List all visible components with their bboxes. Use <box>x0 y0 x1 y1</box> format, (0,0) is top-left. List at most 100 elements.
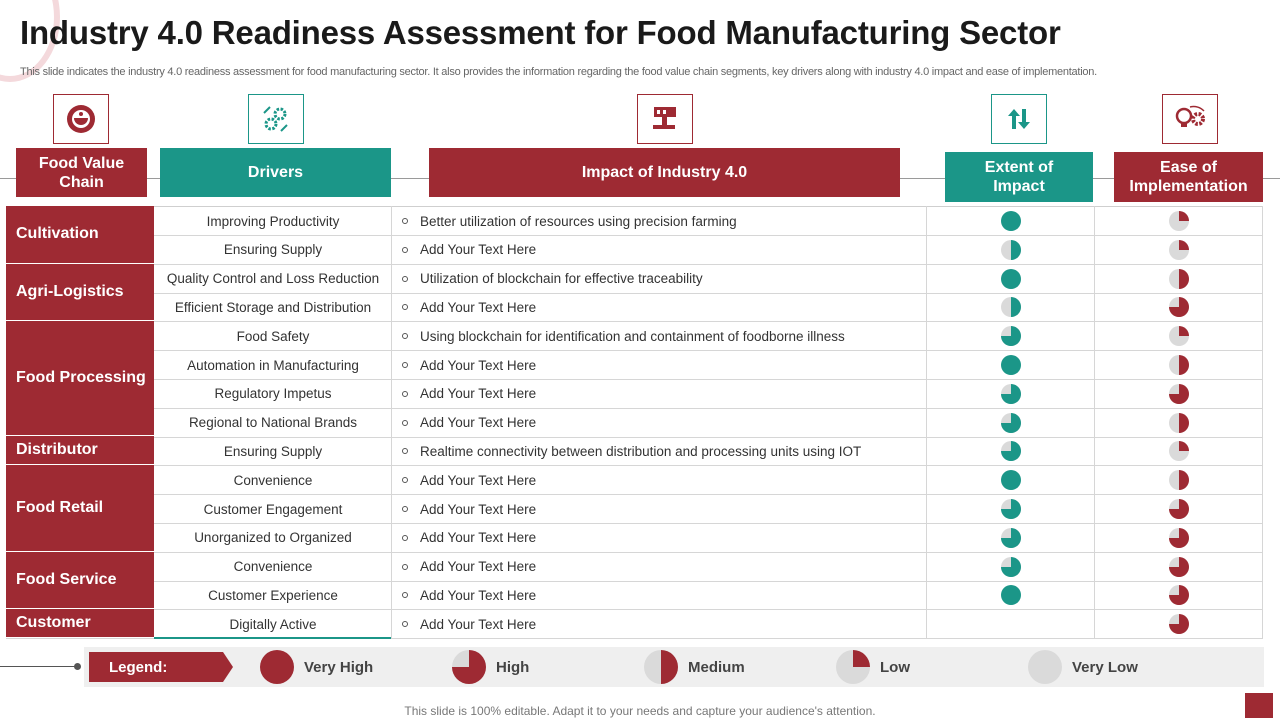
impact-text: Add Your Text Here <box>420 299 537 315</box>
column-divider <box>1094 206 1095 638</box>
legend-item: Medium <box>644 650 745 684</box>
ease-of-implementation-cell <box>1095 380 1263 408</box>
extent-harvey-ball-icon <box>1001 211 1021 231</box>
impact-cell: Add Your Text Here <box>392 466 927 494</box>
table-row: Convenience Add Your Text Here <box>6 553 1263 582</box>
impact-cell: Add Your Text Here <box>392 524 927 552</box>
driver-cell: Convenience <box>233 472 313 488</box>
extent-harvey-ball-icon <box>1001 383 1021 404</box>
ease-harvey-ball-icon <box>1169 556 1189 577</box>
impact-cell: Add Your Text Here <box>392 409 927 437</box>
ease-of-implementation-cell <box>1095 236 1263 264</box>
driver-cell: Regulatory Impetus <box>214 386 332 402</box>
up-down-arrows-icon <box>991 94 1047 144</box>
bullet-icon <box>402 419 408 426</box>
ease-of-implementation-cell <box>1095 495 1263 523</box>
legend-harvey-ball-icon <box>452 650 486 684</box>
legend-connector-dot <box>74 663 81 670</box>
extent-harvey-ball-icon <box>1001 239 1021 260</box>
ease-harvey-ball-icon <box>1169 211 1189 231</box>
table-row: Ensuring Supply Add Your Text Here <box>6 236 1263 265</box>
extent-harvey-ball-icon <box>1001 355 1021 375</box>
impact-text: Add Your Text Here <box>420 357 537 373</box>
header-impact: Impact of Industry 4.0 <box>429 148 900 197</box>
impact-cell: Add Your Text Here <box>392 610 927 638</box>
page-subtitle: This slide indicates the industry 4.0 re… <box>20 66 1097 78</box>
bullet-icon <box>402 246 408 253</box>
table-row: Automation in Manufacturing Add Your Text… <box>6 351 1263 380</box>
bullet-icon <box>402 563 408 570</box>
driver-cell: Automation in Manufacturing <box>187 357 359 373</box>
extent-harvey-ball-icon <box>1001 527 1021 548</box>
extent-harvey-ball-icon <box>1001 297 1021 318</box>
table-row: Regional to National Brands Add Your Text… <box>6 409 1263 438</box>
ease-of-implementation-cell <box>1095 581 1263 609</box>
table-row: Quality Control and Loss Reduction Utiliz… <box>6 265 1263 294</box>
legend-harvey-ball-icon <box>644 650 678 684</box>
food-bowl-icon <box>53 94 109 144</box>
impact-text: Add Your Text Here <box>420 472 537 488</box>
ease-of-implementation-cell <box>1095 351 1263 379</box>
table-row: Ensuring Supply Realtime connectivity bet… <box>6 437 1263 467</box>
driver-cell: Regional to National Brands <box>188 415 358 431</box>
legend-label: Legend: <box>89 652 233 682</box>
column-divider <box>391 206 392 638</box>
extent-of-impact-cell <box>927 236 1095 264</box>
header-ease-of-implementation: Ease of Implementation <box>1114 152 1263 202</box>
extent-harvey-ball-icon <box>1001 585 1021 606</box>
bullet-icon <box>402 477 408 484</box>
driver-cell: Improving Productivity <box>206 213 340 229</box>
corner-decoration <box>1245 693 1273 718</box>
ease-of-implementation-cell <box>1095 466 1263 494</box>
ease-harvey-ball-icon <box>1169 239 1189 260</box>
impact-cell: Better utilization of resources using pr… <box>392 207 927 235</box>
extent-harvey-ball-icon <box>1001 326 1021 347</box>
ease-of-implementation-cell <box>1095 437 1263 465</box>
table-row: Customer Experience Add Your Text Here <box>6 581 1263 611</box>
header-extent-of-impact: Extent of Impact <box>945 152 1093 202</box>
legend-item: Very Low <box>1028 650 1138 684</box>
legend-harvey-ball-icon <box>836 650 870 684</box>
ease-harvey-ball-icon <box>1169 297 1189 318</box>
extent-of-impact-cell <box>927 524 1095 552</box>
extent-of-impact-cell <box>927 610 1095 638</box>
impact-cell: Add Your Text Here <box>392 581 927 609</box>
extent-of-impact-cell <box>927 322 1095 350</box>
ease-harvey-ball-icon <box>1169 326 1189 347</box>
driver-cell: Customer Experience <box>208 587 338 603</box>
driver-cell: Ensuring Supply <box>223 443 323 459</box>
segment-label: Food Retail <box>6 465 154 552</box>
ease-harvey-ball-icon <box>1169 268 1189 289</box>
ease-of-implementation-cell <box>1095 409 1263 437</box>
impact-cell: Add Your Text Here <box>392 380 927 408</box>
extent-of-impact-cell <box>927 380 1095 408</box>
impact-cell: Add Your Text Here <box>392 351 927 379</box>
impact-text: Realtime connectivity between distributi… <box>420 443 862 459</box>
impact-text: Add Your Text Here <box>420 242 537 258</box>
gears-cycle-icon <box>248 94 304 144</box>
driver-cell: Convenience <box>233 559 313 575</box>
extent-of-impact-cell <box>927 351 1095 379</box>
legend-item-label: Very High <box>304 658 374 676</box>
ease-of-implementation-cell <box>1095 293 1263 321</box>
impact-text: Add Your Text Here <box>420 386 537 402</box>
bulb-gear-icon <box>1162 94 1218 144</box>
table-row: Improving Productivity Better utilization… <box>6 207 1263 236</box>
ease-of-implementation-cell <box>1095 207 1263 235</box>
ease-harvey-ball-icon <box>1169 355 1189 375</box>
driver-cell: Efficient Storage and Distribution <box>174 299 372 315</box>
extent-harvey-ball-icon <box>1001 556 1021 577</box>
table-row: Food Safety Using blockchain for identifi… <box>6 322 1263 352</box>
extent-harvey-ball-icon <box>1001 499 1021 519</box>
ease-harvey-ball-icon <box>1169 527 1189 548</box>
impact-cell: Add Your Text Here <box>392 293 927 321</box>
legend-item: High <box>452 650 529 684</box>
impact-text: Add Your Text Here <box>420 415 537 431</box>
driver-cell: Ensuring Supply <box>223 242 323 258</box>
extent-of-impact-cell <box>927 207 1095 235</box>
bullet-icon <box>402 218 408 224</box>
segment-label: Food Service <box>6 551 154 610</box>
legend-connector-line <box>0 666 78 667</box>
column-divider <box>1262 206 1263 638</box>
bullet-icon <box>402 621 408 628</box>
